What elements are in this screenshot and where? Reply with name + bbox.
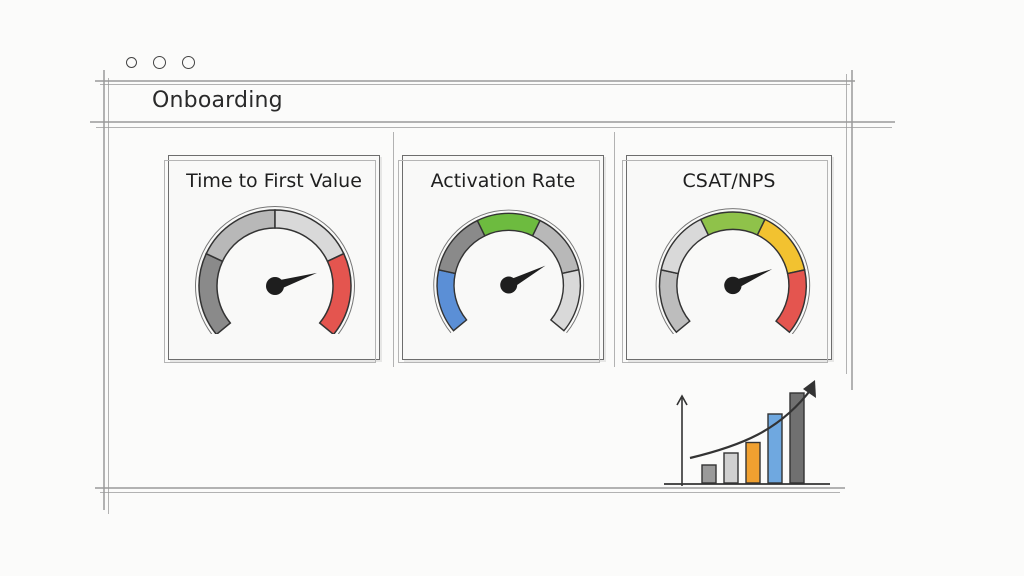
gauge-hub bbox=[500, 276, 518, 294]
card-title: Activation Rate bbox=[430, 170, 576, 192]
maximize-dot-icon[interactable] bbox=[182, 56, 195, 69]
close-dot-icon[interactable] bbox=[126, 57, 137, 68]
frame-right-line-2 bbox=[846, 74, 847, 374]
gauge-hub bbox=[266, 277, 284, 295]
gauge-hub bbox=[724, 276, 742, 295]
gauge-segment bbox=[775, 268, 807, 334]
chart-axis-y-arrow bbox=[676, 394, 688, 406]
gauge-segment bbox=[549, 268, 582, 332]
card-activation-rate[interactable]: Activation Rate bbox=[398, 155, 604, 363]
trend-arrow-head bbox=[803, 380, 816, 398]
content-divider-2 bbox=[614, 132, 615, 367]
window-controls bbox=[126, 56, 195, 69]
trend-chart-icon bbox=[664, 380, 830, 486]
trend-bar bbox=[767, 413, 783, 484]
trend-bar bbox=[745, 441, 761, 484]
trend-bar bbox=[701, 464, 717, 484]
gauge-segment bbox=[531, 219, 580, 275]
gauge-needle bbox=[273, 272, 317, 291]
frame-bottom-line-2 bbox=[100, 492, 840, 493]
content-divider-1 bbox=[393, 132, 394, 367]
frame-top-line bbox=[95, 80, 855, 82]
card-time-to-first-value[interactable]: Time to First Value bbox=[164, 155, 380, 363]
gauge-activation-rate bbox=[433, 209, 585, 334]
page-title: Onboarding bbox=[152, 88, 283, 113]
gauge-segment bbox=[660, 218, 710, 275]
card-csat-nps[interactable]: CSAT/NPS bbox=[622, 155, 832, 363]
minimize-dot-icon[interactable] bbox=[153, 56, 166, 69]
gauge-segment bbox=[756, 218, 806, 275]
frame-left-line-2 bbox=[108, 78, 109, 514]
gauge-csat-nps bbox=[655, 208, 811, 334]
gauge-segment bbox=[436, 268, 468, 332]
header-divider bbox=[90, 121, 895, 123]
frame-left-line bbox=[103, 70, 105, 510]
frame-bottom-line bbox=[95, 487, 845, 489]
trend-bar bbox=[723, 452, 739, 484]
trend-arrow-line bbox=[689, 387, 813, 460]
card-title: CSAT/NPS bbox=[682, 170, 776, 192]
trend-bar bbox=[789, 392, 805, 484]
gauge-segment bbox=[437, 219, 486, 275]
gauge-segment bbox=[318, 252, 352, 334]
gauge-segment bbox=[274, 209, 345, 263]
gauge-segment bbox=[476, 212, 541, 237]
header-divider-2 bbox=[96, 127, 892, 128]
card-title: Time to First Value bbox=[186, 170, 362, 192]
gauge-time-to-first-value bbox=[195, 206, 355, 334]
gauge-segment bbox=[205, 209, 276, 263]
gauge-segment bbox=[699, 211, 766, 237]
frame-top-line-2 bbox=[100, 84, 850, 85]
gauge-segment bbox=[658, 268, 691, 334]
frame-right-line bbox=[851, 70, 853, 390]
